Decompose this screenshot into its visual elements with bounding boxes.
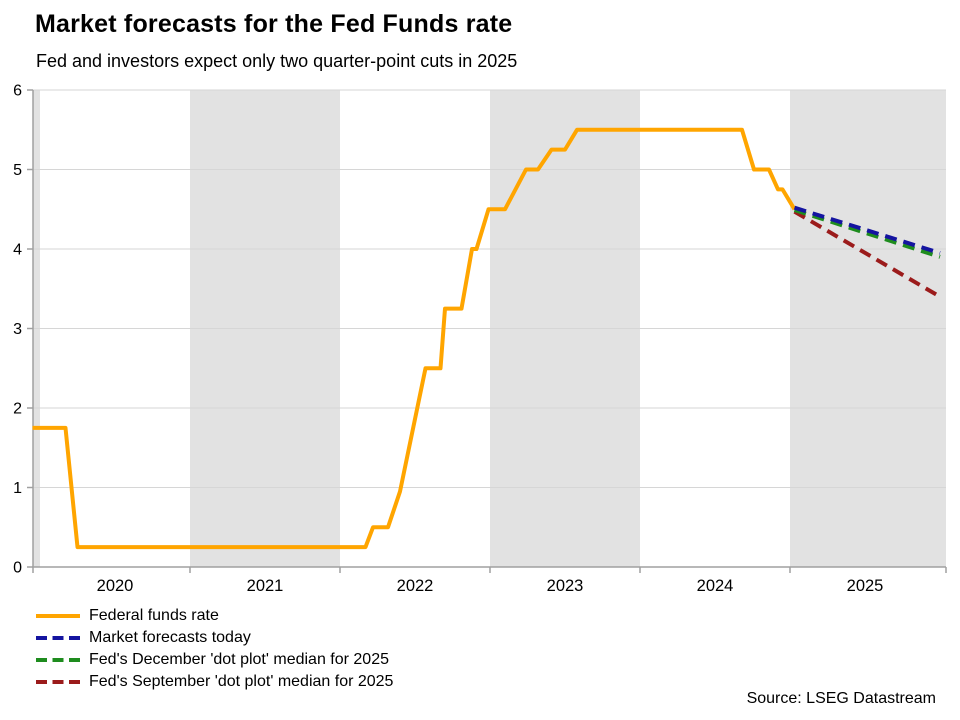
y-axis-label: 3 [13, 321, 22, 338]
legend-swatch-dashed-red-icon [36, 680, 80, 684]
legend-item-fed-september-dot-plot: Fed's September 'dot plot' median for 20… [36, 671, 393, 693]
y-axis-label: 1 [13, 480, 22, 497]
series-line-fed-s-december-dot-plot-median-for-2025 [793, 208, 941, 259]
source-credit: Source: LSEG Datastream [746, 690, 936, 707]
y-axis-label: 0 [13, 560, 22, 577]
y-axis-label: 2 [13, 401, 22, 418]
x-axis-label: 2024 [697, 577, 734, 595]
x-axis-label: 2025 [847, 577, 884, 595]
y-axis-label: 5 [13, 162, 22, 179]
y-axis-label: 6 [13, 83, 22, 100]
x-axis-label: 2022 [397, 577, 434, 595]
legend-item-fed-december-dot-plot: Fed's December 'dot plot' median for 202… [36, 649, 393, 671]
x-axis-label: 2021 [247, 577, 284, 595]
y-axis-label: 4 [13, 242, 22, 259]
series-line-federal-funds-rate [32, 127, 797, 550]
legend-label: Federal funds rate [89, 607, 219, 624]
legend-label: Fed's September 'dot plot' median for 20… [89, 673, 394, 690]
legend-item-market-forecasts-today: Market forecasts today [36, 627, 393, 649]
legend-item-federal-funds-rate: Federal funds rate [36, 605, 393, 627]
legend-swatch-dashed-green-icon [36, 658, 80, 662]
legend-label: Fed's December 'dot plot' median for 202… [89, 651, 389, 668]
legend-swatch-solid-orange-icon [36, 614, 80, 618]
chart-title: Market forecasts for the Fed Funds rate [35, 10, 513, 38]
series-line-market-forecasts-today [793, 205, 941, 255]
series-line-fed-s-september-dot-plot-median-for-2025 [793, 209, 942, 299]
x-axis-label: 2020 [97, 577, 134, 595]
legend-swatch-dashed-blue-icon [36, 636, 80, 640]
legend: Federal funds rate Market forecasts toda… [36, 605, 393, 693]
chart-subtitle: Fed and investors expect only two quarte… [36, 51, 518, 71]
legend-label: Market forecasts today [89, 629, 251, 646]
x-axis-label: 2023 [547, 577, 584, 595]
